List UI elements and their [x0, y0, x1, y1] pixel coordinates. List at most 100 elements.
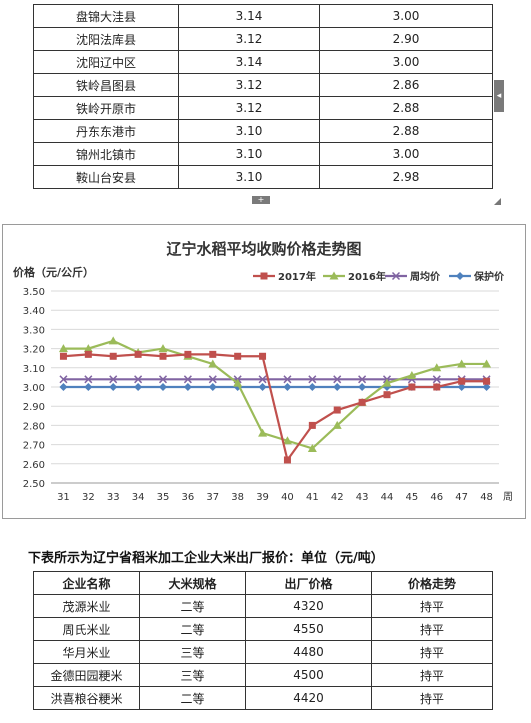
x-tick-label: 33 — [107, 492, 120, 503]
table-cell: 铁岭开原市 — [33, 96, 179, 120]
table-row: 华月米业 三等 4480 持平 — [33, 640, 493, 664]
table-cell: 铁岭昌图县 — [33, 73, 179, 97]
data-point — [258, 383, 267, 391]
table-cell: 2.88 — [319, 96, 493, 120]
table-cell: 丹东东港市 — [33, 119, 179, 143]
table-cell: 3.12 — [178, 96, 320, 120]
data-point — [432, 363, 442, 372]
table-cell: 3.14 — [178, 4, 320, 28]
x-tick-label: 47 — [455, 492, 468, 503]
data-point — [283, 375, 292, 384]
legend-marker — [260, 272, 268, 280]
data-point — [109, 383, 118, 391]
data-point — [432, 375, 441, 384]
table-cell: 4500 — [245, 663, 372, 687]
data-point — [358, 398, 366, 406]
column-header: 出厂价格 — [245, 571, 372, 595]
table-cell: 持平 — [371, 663, 493, 687]
table-row: 丹东东港市 3.10 2.88 — [33, 119, 493, 143]
legend-marker — [329, 271, 339, 280]
data-point — [183, 383, 192, 391]
table-row: 锦州北镇市 3.10 3.00 — [33, 142, 493, 166]
table-side-handle[interactable]: ◂ — [494, 80, 504, 112]
table-cell: 茂源米业 — [33, 594, 140, 618]
data-point — [483, 377, 491, 385]
data-point — [58, 344, 68, 353]
y-tick-label: 3.40 — [23, 306, 45, 317]
data-point — [308, 421, 316, 429]
y-tick-label: 2.90 — [23, 402, 45, 413]
table-cell: 3.10 — [178, 142, 320, 166]
table-cell: 二等 — [139, 594, 246, 618]
series-line-0 — [63, 353, 487, 463]
table-cell: 3.14 — [178, 50, 320, 74]
data-point — [159, 352, 167, 360]
data-point — [458, 377, 466, 385]
table-cell: 4550 — [245, 617, 372, 641]
y-tick-label: 2.50 — [23, 479, 45, 490]
data-point — [258, 375, 267, 384]
table-cell: 2.86 — [319, 73, 493, 97]
data-point — [283, 383, 292, 391]
table-row: 茂源米业 二等 4320 持平 — [33, 594, 493, 618]
table-cell: 持平 — [371, 594, 493, 618]
add-row-handle[interactable]: + — [252, 196, 270, 204]
data-point — [59, 352, 67, 360]
table-cell: 3.10 — [178, 119, 320, 143]
table-cell: 3.12 — [178, 27, 320, 51]
x-tick-label: 45 — [406, 492, 419, 503]
data-point — [208, 383, 217, 391]
data-point — [333, 406, 341, 414]
table-row: 金德田园粳米 三等 4500 持平 — [33, 663, 493, 687]
data-point — [408, 383, 416, 391]
data-point — [134, 383, 143, 391]
column-header: 企业名称 — [33, 571, 140, 595]
table-cell: 沈阳法库县 — [33, 27, 179, 51]
data-point — [233, 378, 243, 387]
legend-label: 2016年 — [348, 270, 386, 283]
y-tick-label: 2.60 — [23, 460, 45, 471]
table-cell: 三等 — [139, 640, 246, 664]
table-cell: 二等 — [139, 617, 246, 641]
x-tick-label: 41 — [306, 492, 319, 503]
table-cell: 金德田园粳米 — [33, 663, 140, 687]
series-line-1 — [63, 339, 487, 450]
resize-handle-icon[interactable] — [494, 198, 501, 205]
y-tick-label: 3.00 — [23, 383, 45, 394]
y-axis-label: 价格（元/公斤） — [13, 265, 94, 279]
data-point — [383, 391, 391, 399]
data-point — [407, 370, 417, 379]
table-cell: 3.00 — [319, 142, 493, 166]
table-header-row: 企业名称 大米规格 出厂价格 价格走势 — [33, 571, 493, 595]
data-point — [209, 350, 217, 358]
x-tick-label: 39 — [256, 492, 269, 503]
data-point — [234, 352, 242, 360]
data-point — [109, 352, 117, 360]
x-tick-label: 34 — [132, 492, 145, 503]
table-row: 鞍山台安县 3.10 2.98 — [33, 165, 493, 189]
y-tick-label: 2.80 — [23, 421, 45, 432]
table-cell: 华月米业 — [33, 640, 140, 664]
x-tick-label: 36 — [182, 492, 195, 503]
data-point — [358, 383, 367, 391]
legend-label: 2017年 — [278, 270, 316, 283]
table-cell: 沈阳辽中区 — [33, 50, 179, 74]
data-point — [84, 350, 92, 358]
legend-label: 保护价 — [473, 270, 505, 283]
table-cell: 鞍山台安县 — [33, 165, 179, 189]
x-tick-label: 46 — [430, 492, 443, 503]
data-point — [482, 359, 492, 368]
data-point — [84, 375, 93, 384]
table-cell: 周氏米业 — [33, 617, 140, 641]
x-tick-label: 35 — [157, 492, 170, 503]
table-cell: 3.00 — [319, 50, 493, 74]
table-cell: 3.00 — [319, 4, 493, 28]
y-tick-label: 3.50 — [23, 287, 45, 298]
table-cell: 持平 — [371, 617, 493, 641]
data-point — [83, 344, 93, 353]
table-cell: 二等 — [139, 686, 246, 710]
mill-price-table: 企业名称 大米规格 出厂价格 价格走势 茂源米业 二等 4320 持平 周氏米业 二等 4… — [33, 571, 493, 710]
table-cell: 4420 — [245, 686, 372, 710]
x-tick-label: 31 — [57, 492, 70, 503]
